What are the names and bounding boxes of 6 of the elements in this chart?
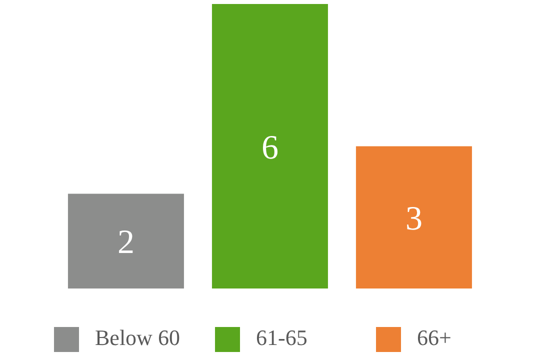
legend-label: 61-65 (256, 324, 308, 351)
data-label: 3 (405, 200, 422, 238)
legend-label: 66+ (417, 324, 452, 351)
data-label: 2 (117, 224, 134, 262)
data-label: 6 (261, 129, 278, 166)
legend-label: Below 60 (95, 324, 181, 351)
